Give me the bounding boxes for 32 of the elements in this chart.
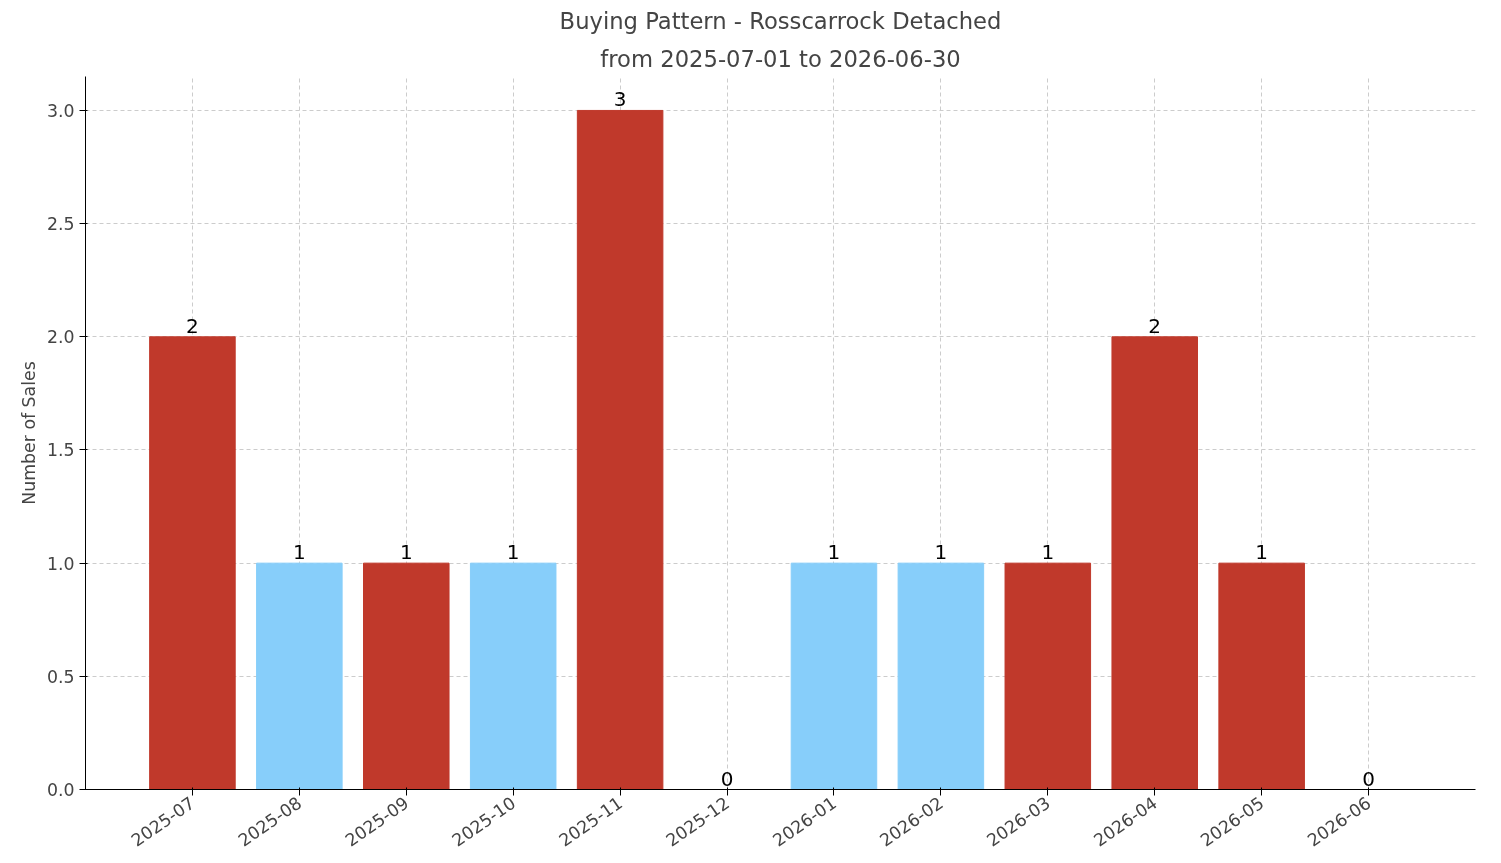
- chart-title: Buying Pattern - Rosscarrock Detached: [559, 7, 1002, 34]
- bar: [469, 562, 557, 790]
- chart-subtitle: from 2025-07-01 to 2026-06-30: [600, 45, 961, 72]
- data-label: 1: [292, 540, 306, 565]
- bar: [1218, 562, 1305, 790]
- bar: [149, 336, 236, 790]
- bar: [897, 562, 985, 790]
- data-label: 0: [1362, 766, 1375, 791]
- y-tick-label: 0.0: [46, 780, 75, 800]
- y-tick-label: 3.0: [46, 100, 75, 121]
- y-tick-label: 2.0: [46, 327, 75, 348]
- y-tick-label: 2.5: [46, 214, 75, 235]
- bar: [1004, 562, 1092, 790]
- y-tick-label: 1.0: [46, 553, 75, 574]
- data-label: 0: [720, 766, 734, 791]
- data-label: 1: [506, 540, 520, 565]
- bar: [256, 562, 343, 790]
- data-label: 2: [186, 313, 199, 338]
- data-label: 1: [399, 540, 413, 565]
- y-tick-label: 1.5: [46, 440, 75, 461]
- data-label: 1: [1041, 540, 1055, 565]
- data-label: 1: [934, 540, 948, 565]
- data-label: 1: [1255, 540, 1269, 565]
- bar: [576, 109, 664, 790]
- bar: [363, 562, 450, 790]
- data-label: 2: [1148, 313, 1162, 338]
- bar: [790, 562, 878, 790]
- data-label: 1: [827, 540, 841, 565]
- y-axis-title: Number of Sales: [18, 361, 39, 505]
- bar: [1111, 336, 1198, 790]
- data-label: 3: [613, 87, 627, 112]
- y-tick-label: 0.5: [46, 666, 75, 687]
